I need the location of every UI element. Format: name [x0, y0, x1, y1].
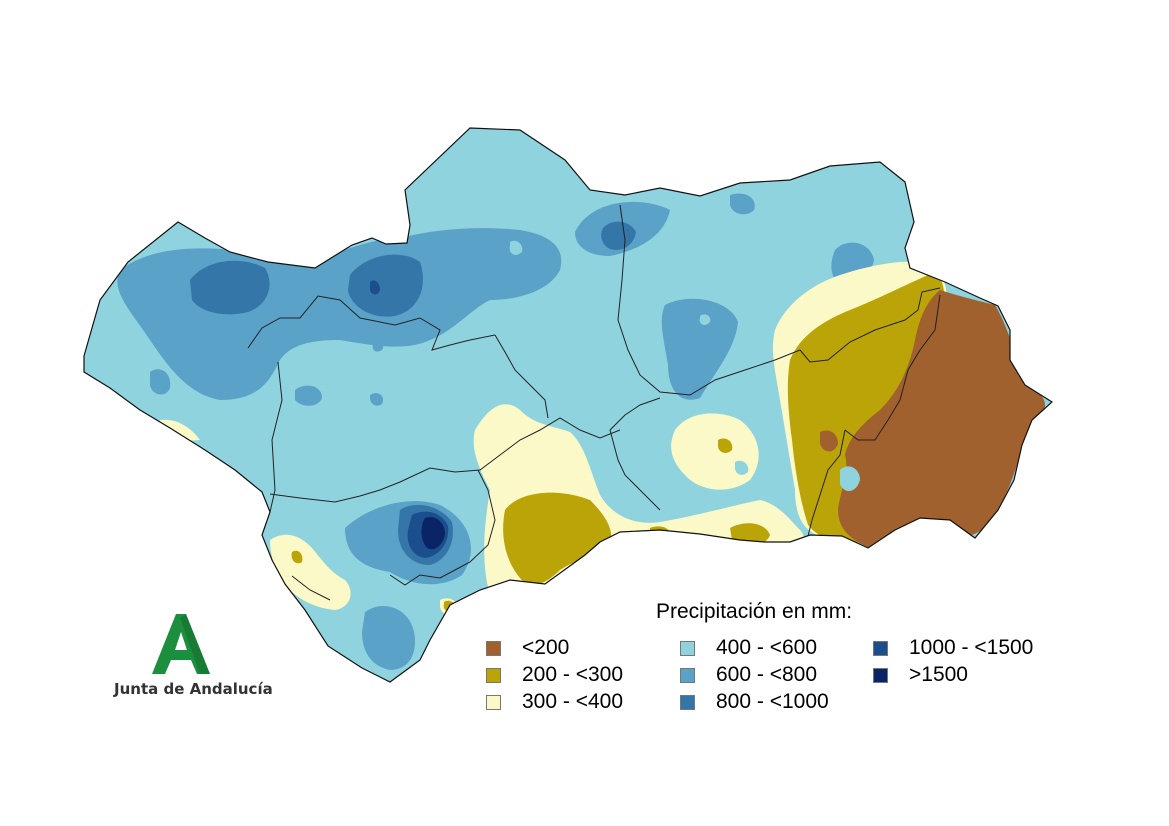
legend-label: <200 [522, 636, 570, 659]
legend-item: 200 - <300 [486, 663, 623, 687]
legend-label: 300 - <400 [522, 690, 624, 713]
legend-item: 800 - <1000 [680, 690, 829, 714]
legend-swatch [873, 667, 888, 683]
junta-logo: Junta de Andalucía [110, 612, 273, 702]
legend-swatch [486, 640, 501, 656]
legend-swatch [680, 667, 695, 683]
legend-label: 200 - <300 [522, 663, 624, 686]
legend-item: <200 [486, 636, 569, 660]
legend-swatch [486, 694, 501, 710]
logo-text: Junta de Andalucía [114, 680, 273, 698]
legend-swatch [680, 694, 695, 710]
legend-label: 400 - <600 [716, 636, 818, 659]
legend-label: 600 - <800 [716, 663, 818, 686]
legend-swatch [486, 667, 501, 683]
junta-a-logo-icon [152, 614, 210, 674]
legend-item: 1000 - <1500 [873, 636, 1033, 660]
legend-swatch [873, 640, 888, 656]
legend-label: 800 - <1000 [716, 690, 829, 713]
legend-item: >1500 [873, 663, 968, 687]
legend-label: >1500 [909, 663, 968, 686]
province-borders [247, 204, 941, 601]
legend-item: 400 - <600 [680, 636, 817, 660]
legend-label: 1000 - <1500 [909, 636, 1034, 659]
legend-item: 300 - <400 [486, 690, 623, 714]
legend-title: Precipitación en mm: [656, 600, 853, 623]
legend-swatch [680, 640, 695, 656]
legend-item: 600 - <800 [680, 663, 817, 687]
